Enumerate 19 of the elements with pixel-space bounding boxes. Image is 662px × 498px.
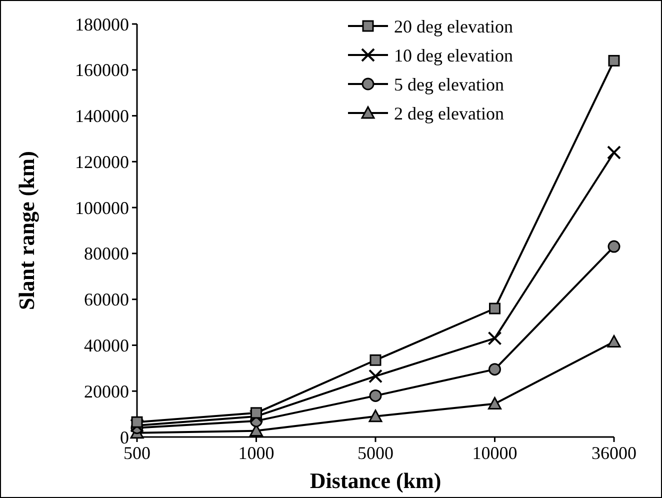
y-tick-label: 160000 (75, 60, 129, 80)
x-tick-label: 1000 (238, 443, 274, 463)
y-tick-label: 120000 (75, 152, 129, 172)
legend-label: 2 deg elevation (394, 103, 504, 124)
legend-label: 20 deg elevation (394, 16, 513, 36)
y-tick-label: 60000 (84, 290, 129, 310)
y-tick-label: 140000 (75, 106, 129, 126)
y-tick-label: 180000 (75, 14, 129, 34)
x-tick-label: 36000 (592, 443, 636, 463)
y-tick-label: 80000 (84, 244, 129, 264)
y-tick-label: 40000 (84, 336, 129, 356)
x-tick-label: 10000 (472, 443, 518, 463)
y-tick-label: 20000 (84, 381, 129, 402)
y-axis-title: Slant range (km) (14, 151, 39, 310)
y-tick-label: 100000 (75, 198, 129, 218)
x-axis-title: Distance (km) (310, 468, 442, 493)
legend-label: 10 deg elevation (394, 45, 513, 66)
legend-label: 5 deg elevation (394, 74, 504, 94)
x-tick-label: 5000 (358, 443, 394, 463)
